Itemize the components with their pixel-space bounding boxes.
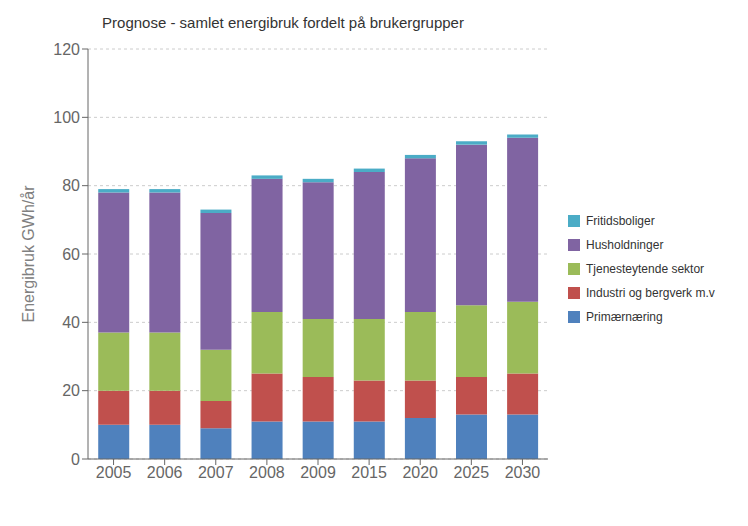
svg-text:2007: 2007 bbox=[198, 464, 234, 481]
svg-text:80: 80 bbox=[62, 177, 80, 194]
svg-text:40: 40 bbox=[62, 314, 80, 331]
svg-text:2020: 2020 bbox=[402, 464, 438, 481]
svg-text:2008: 2008 bbox=[249, 464, 285, 481]
svg-text:2005: 2005 bbox=[96, 464, 132, 481]
svg-text:2015: 2015 bbox=[351, 464, 387, 481]
html-text:Prognose - samlet energibruk f: Prognose - samlet energibruk fordelt på … bbox=[102, 14, 464, 31]
svg-text:120: 120 bbox=[53, 41, 80, 58]
svg-text:20: 20 bbox=[62, 382, 80, 399]
svg-text:100: 100 bbox=[53, 109, 80, 126]
svg-text:2025: 2025 bbox=[454, 464, 490, 481]
svg-text:2030: 2030 bbox=[505, 464, 541, 481]
html-text:Husholdninger: Husholdninger bbox=[586, 238, 664, 252]
svg-text:Energibruk GWh/år: Energibruk GWh/år bbox=[20, 185, 37, 323]
html-text:Primærnæring: Primærnæring bbox=[586, 310, 663, 324]
svg-text:60: 60 bbox=[62, 246, 80, 263]
html-text:Fritidsboliger: Fritidsboliger bbox=[586, 214, 655, 228]
svg-text:0: 0 bbox=[71, 451, 80, 468]
svg-text:2006: 2006 bbox=[147, 464, 183, 481]
html-text:Tjenesteytende sektor: Tjenesteytende sektor bbox=[586, 262, 705, 276]
svg-text:2009: 2009 bbox=[300, 464, 336, 481]
html-text:Industri og bergverk m.v: Industri og bergverk m.v bbox=[586, 286, 715, 300]
